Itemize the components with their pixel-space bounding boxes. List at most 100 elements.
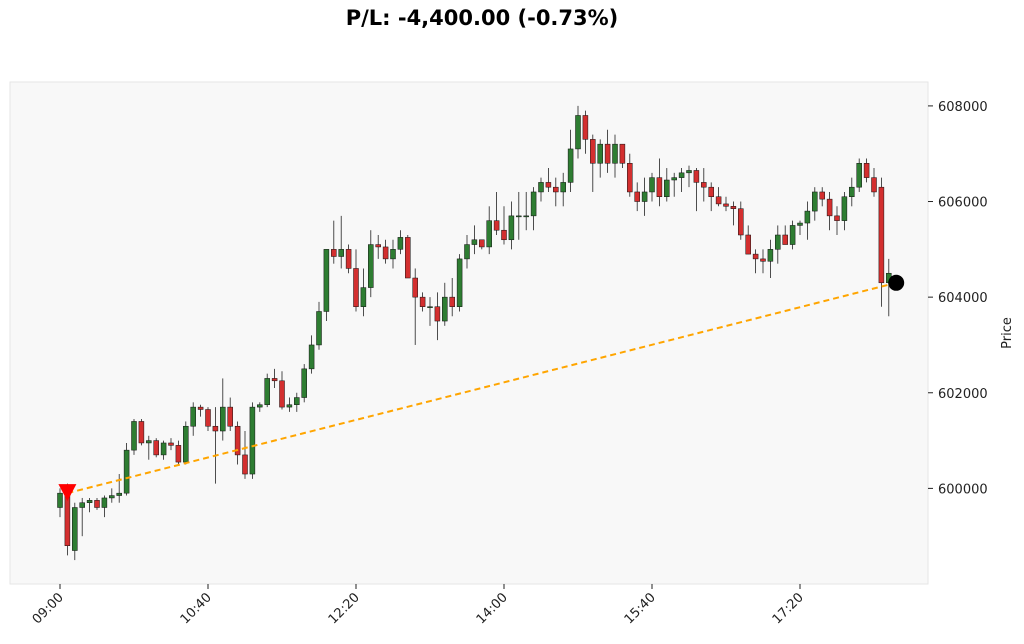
candle-up [323, 249, 330, 312]
candle-down [634, 191, 640, 202]
candle-down [94, 500, 100, 508]
candle-down [345, 249, 352, 269]
candle-up [789, 225, 796, 245]
y-tick-label: 600000 [938, 482, 988, 497]
candle-down [375, 244, 381, 248]
candle-up [812, 191, 818, 212]
candle-down [153, 440, 159, 456]
candle-up [131, 421, 137, 451]
candle-down [434, 306, 441, 322]
x-tick-label: 10:40 [178, 590, 215, 627]
candle-down [782, 234, 788, 245]
candle-down [353, 268, 359, 307]
candle-down [234, 425, 241, 456]
candle-up [286, 404, 293, 408]
candle-down [863, 163, 870, 178]
candle-down [175, 445, 182, 463]
candle-down [553, 186, 559, 193]
candle-down [745, 234, 751, 255]
candle-up [797, 222, 803, 226]
candle-up [190, 406, 196, 427]
candle-down [582, 115, 589, 140]
candle-down [738, 208, 744, 236]
candle-down [619, 143, 626, 164]
candle-up [123, 449, 130, 494]
candle-down [723, 203, 729, 207]
candle-down [730, 206, 737, 209]
entry-marker [58, 484, 77, 502]
candle-down [760, 258, 766, 262]
candle-up [294, 397, 300, 405]
candle-down [412, 277, 418, 298]
candle-up [530, 191, 537, 217]
candle-down [627, 163, 633, 193]
candle-up [257, 404, 263, 408]
y-tick-label: 608000 [938, 100, 988, 115]
candle-down [826, 198, 833, 217]
candle-up [57, 492, 63, 508]
candle-up [567, 148, 574, 183]
x-tick-label: 12:20 [326, 590, 363, 627]
candle-down [493, 220, 500, 231]
candle-up [390, 249, 396, 260]
candle-down [479, 239, 485, 248]
candle-up [316, 311, 322, 346]
candle-down [419, 296, 426, 307]
candle-up [664, 179, 670, 197]
candle-up [397, 237, 404, 250]
candle-up [86, 500, 93, 503]
candle-down [242, 454, 248, 475]
candle-down [227, 406, 233, 427]
candle-down [168, 442, 174, 446]
candle-down [656, 177, 663, 197]
candle-up [849, 186, 855, 197]
candle-up [804, 210, 811, 224]
plot-area [9, 81, 929, 585]
candle-down [212, 425, 219, 432]
candle-up [641, 191, 648, 202]
y-axis-label: Price [1000, 317, 1015, 349]
candle-up [72, 507, 78, 551]
candle-up [575, 115, 581, 150]
candle-up [516, 215, 522, 218]
candle-down [701, 182, 707, 188]
candle-down [501, 229, 507, 241]
candle-up [612, 143, 618, 164]
candle-up [101, 497, 108, 508]
candle-up [109, 495, 115, 499]
candle-down [138, 421, 145, 444]
candle-up [649, 177, 655, 193]
candle-up [249, 406, 256, 475]
candle-up [427, 306, 433, 308]
candle-up [301, 368, 307, 398]
candle-up [671, 177, 677, 181]
candle-down [197, 406, 204, 410]
x-tick-label: 09:00 [30, 590, 67, 627]
candle-up [471, 239, 478, 245]
y-tick-label: 606000 [938, 196, 988, 211]
candle-down [834, 215, 840, 221]
candle-down [819, 191, 825, 200]
candle-up [597, 143, 603, 164]
x-tick-label: 15:40 [622, 590, 659, 627]
candle-up [456, 258, 463, 307]
candle-down [545, 182, 552, 188]
candle-down [871, 177, 877, 193]
candle-up [116, 492, 122, 496]
candle-up [79, 502, 85, 508]
x-tick-label: 17:20 [770, 590, 807, 627]
candle-up [538, 182, 544, 193]
candle-up [560, 182, 566, 193]
candle-up [486, 220, 492, 248]
chart-title: P/L: -4,400.00 (-0.73%) [345, 6, 619, 30]
candle-up [686, 170, 692, 174]
trade-line [67, 281, 897, 495]
y-tick-label: 604000 [938, 291, 988, 306]
candle-up [338, 249, 344, 257]
exit-marker [888, 274, 905, 291]
candle-down [590, 139, 596, 164]
candle-down [205, 409, 211, 427]
candle-down [382, 246, 389, 260]
candle-down [331, 249, 337, 257]
